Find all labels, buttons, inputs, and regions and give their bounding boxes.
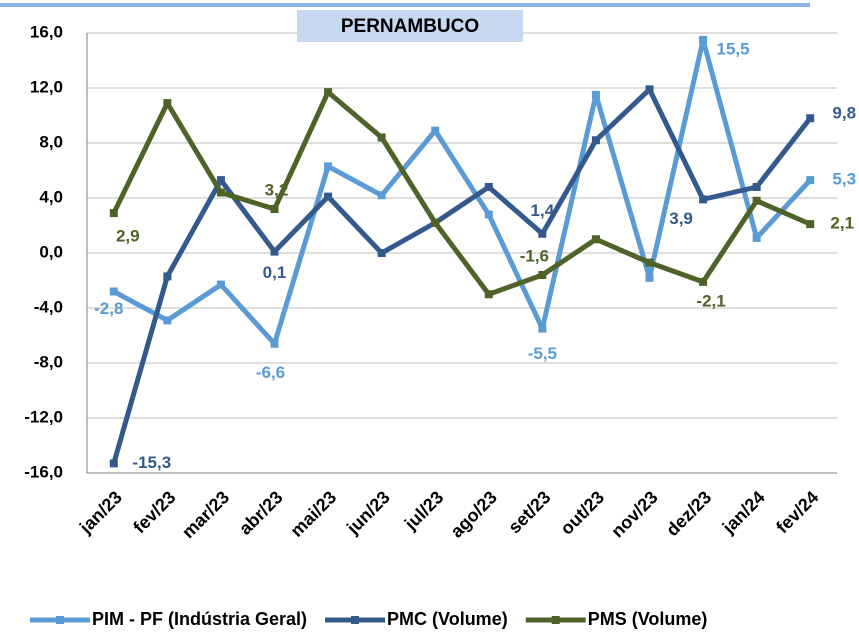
x-tick-label: set/23 (504, 487, 554, 537)
data-label: 5,3 (832, 170, 856, 189)
marker (591, 136, 600, 145)
data-label: 2,1 (830, 214, 854, 233)
data-label: -15,3 (132, 453, 171, 472)
marker (109, 459, 118, 468)
data-label: 0,1 (263, 263, 287, 282)
marker (377, 191, 386, 200)
x-tick-label: out/23 (556, 487, 608, 539)
marker (216, 188, 225, 197)
marker (431, 126, 440, 135)
series-line (111, 89, 812, 297)
x-tick-label: dez/23 (662, 487, 715, 540)
legend-item: PMS (Volume) (525, 609, 708, 629)
y-tick-label: -16,0 (24, 462, 63, 481)
x-tick-label: fev/23 (129, 487, 179, 537)
marker (752, 183, 761, 191)
marker (591, 235, 600, 244)
data-label: 1,4 (531, 201, 555, 220)
marker (270, 205, 279, 213)
x-tick-label: abr/23 (235, 487, 287, 539)
marker (645, 258, 654, 267)
marker (484, 210, 493, 219)
x-tick-label: ago/23 (447, 487, 501, 541)
marker (163, 99, 172, 108)
series-line (111, 86, 813, 465)
x-tick-label: jan/23 (75, 487, 126, 538)
marker (270, 247, 279, 256)
marker (324, 88, 333, 97)
data-label: 3,9 (669, 209, 693, 228)
marker (538, 271, 547, 279)
marker (216, 280, 225, 289)
legend-marker (551, 616, 560, 624)
marker (699, 35, 708, 44)
data-label: -1,6 (520, 246, 549, 265)
marker (484, 290, 493, 299)
marker (163, 316, 172, 325)
y-tick-label: 8,0 (39, 132, 63, 151)
marker (752, 196, 761, 205)
y-tick-label: -12,0 (24, 407, 63, 426)
marker (270, 339, 279, 348)
series-line (112, 37, 813, 347)
data-label: 9,8 (832, 104, 856, 123)
x-tick-label: mai/23 (286, 487, 340, 541)
marker (216, 176, 225, 185)
marker (645, 85, 654, 94)
y-tick-label: 12,0 (30, 77, 63, 96)
x-tick-label: mar/23 (178, 487, 233, 542)
data-label: -6,6 (256, 363, 285, 382)
y-tick-label: 4,0 (39, 187, 63, 206)
marker (324, 162, 333, 171)
marker (163, 272, 172, 281)
x-tick-label: nov/23 (607, 487, 661, 541)
legend-item: PIM - PF (Indústria Geral) (30, 609, 307, 629)
marker (484, 183, 493, 191)
marker (752, 233, 761, 242)
marker (377, 133, 386, 142)
data-label: -2,8 (94, 299, 123, 318)
marker (699, 195, 708, 204)
legend-item: PMC (Volume) (325, 609, 508, 629)
data-label: 2,9 (116, 227, 140, 246)
marker (377, 249, 386, 257)
legend-label: PMC (Volume) (387, 609, 508, 629)
legend-marker (351, 616, 360, 624)
legend-label: PIM - PF (Indústria Geral) (92, 609, 307, 629)
legend-marker (56, 616, 64, 624)
marker (538, 229, 547, 238)
y-tick-label: -4,0 (34, 297, 63, 316)
x-tick-label: jan/24 (718, 487, 769, 538)
data-label: 15,5 (717, 39, 750, 58)
data-label: 3,2 (265, 180, 289, 199)
marker (806, 176, 815, 185)
y-tick-label: 0,0 (39, 242, 63, 261)
marker (109, 209, 118, 218)
x-tick-label: jul/23 (400, 487, 447, 534)
marker (699, 277, 708, 286)
marker (538, 324, 547, 333)
legend-label: PMS (Volume) (588, 609, 708, 629)
marker (645, 273, 654, 282)
data-label: -5,5 (528, 344, 557, 363)
x-tick-label: fev/24 (772, 487, 822, 537)
marker (806, 114, 815, 123)
marker (806, 220, 815, 229)
title-box (297, 10, 523, 42)
marker (109, 287, 118, 296)
marker (431, 218, 440, 227)
chart-title: PERNAMBUCO (341, 16, 479, 37)
marker (324, 192, 333, 201)
data-label: -2,1 (696, 291, 725, 310)
marker (591, 90, 600, 99)
y-tick-label: 16,0 (30, 22, 63, 41)
x-tick-label: jun/23 (342, 487, 394, 539)
y-tick-label: -8,0 (34, 352, 63, 371)
